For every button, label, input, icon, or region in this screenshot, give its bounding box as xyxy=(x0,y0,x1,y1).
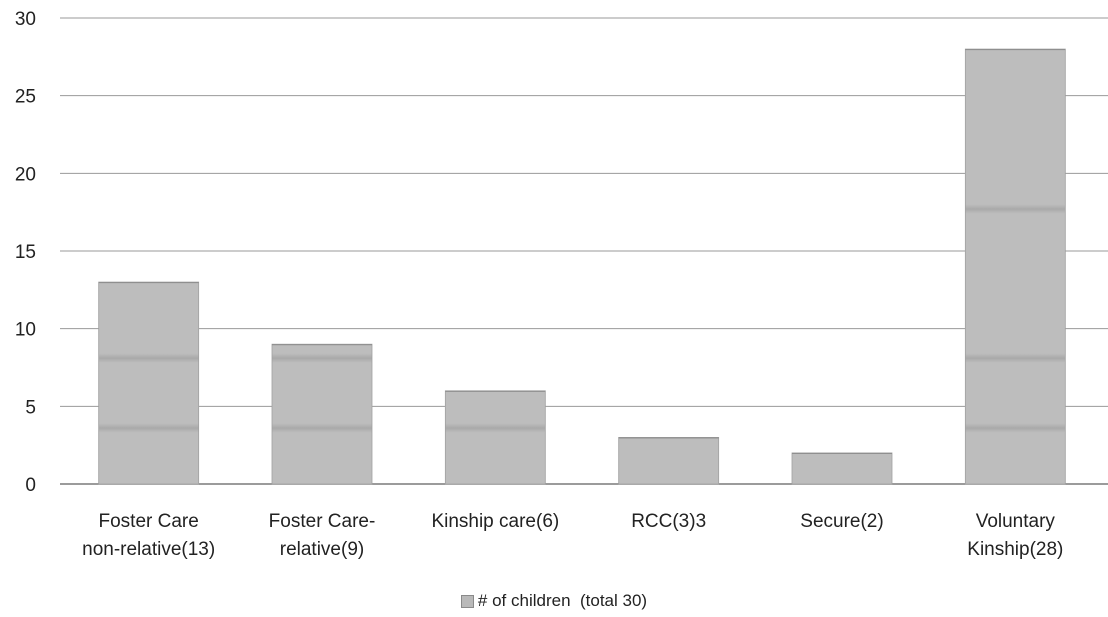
x-tick-label: relative(9) xyxy=(280,539,364,560)
x-tick-label: Secure(2) xyxy=(800,511,883,532)
bar xyxy=(618,436,720,485)
gridlines xyxy=(60,17,1108,485)
x-tick-label: Foster Care xyxy=(99,511,199,532)
y-tick-label: 0 xyxy=(25,475,36,496)
bar-chart: 0 5 10 15 20 25 30 Foster Care non-relative(13)… xyxy=(15,9,1108,560)
bars xyxy=(98,48,1066,485)
y-tick-label: 5 xyxy=(25,397,36,418)
legend: # of children (total 30) xyxy=(0,591,1108,611)
y-tick-label: 25 xyxy=(15,87,36,108)
y-tick-label: 20 xyxy=(15,164,36,185)
x-tick-label: non-relative(13) xyxy=(82,539,215,560)
y-axis: 0 5 10 15 20 25 30 xyxy=(15,9,36,496)
bar xyxy=(791,452,893,485)
y-tick-label: 30 xyxy=(15,9,36,30)
legend-label: # of children (total 30) xyxy=(477,591,648,610)
y-tick-label: 15 xyxy=(15,242,36,263)
y-tick-label: 10 xyxy=(15,320,36,341)
x-tick-label: Kinship care(6) xyxy=(431,511,559,532)
x-tick-label: Voluntary xyxy=(976,511,1056,532)
bar xyxy=(964,48,1066,485)
x-tick-label: Foster Care- xyxy=(269,511,376,532)
bar xyxy=(98,281,200,485)
x-axis: Foster Care non-relative(13) Foster Care-r… xyxy=(82,511,1063,560)
legend-swatch xyxy=(460,595,474,609)
x-tick-label: RCC(3)3 xyxy=(631,511,706,532)
bar xyxy=(444,390,546,485)
bar xyxy=(271,343,373,485)
x-tick-label: Kinship(28) xyxy=(967,539,1063,560)
